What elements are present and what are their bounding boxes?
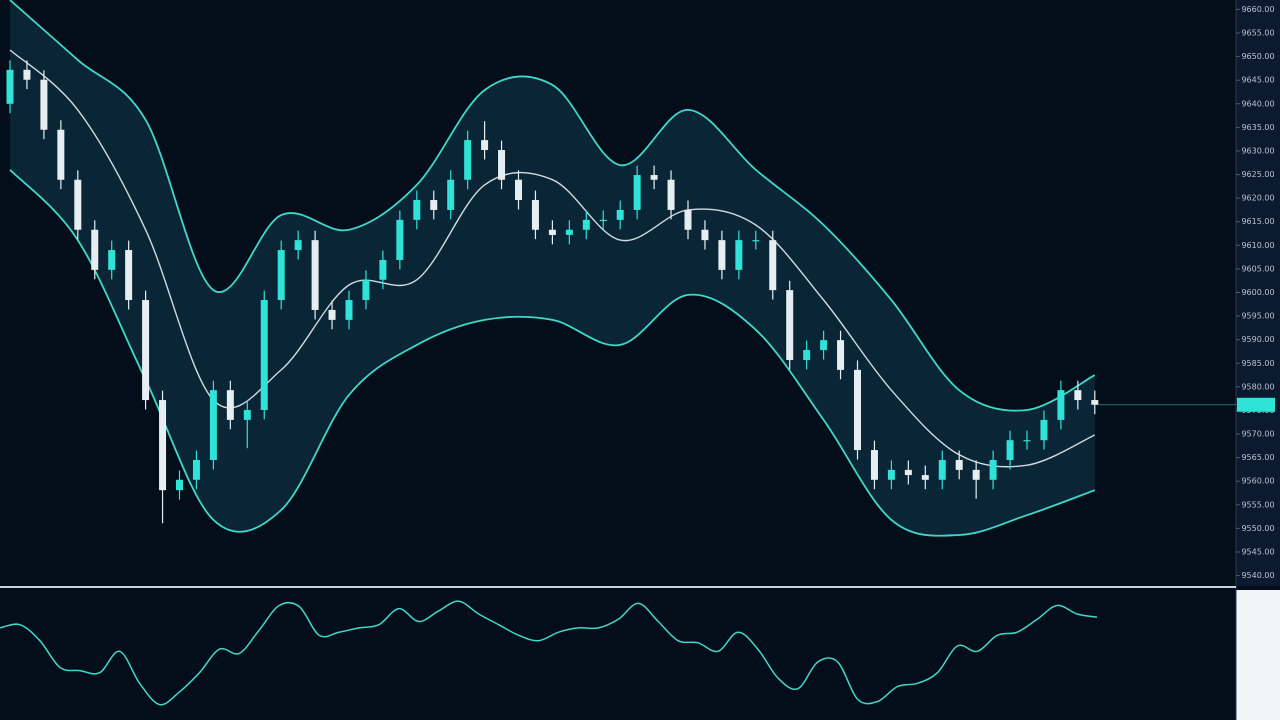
candle-body <box>735 240 743 270</box>
candle-body <box>108 250 116 270</box>
candle-body <box>921 475 929 480</box>
candle-body <box>413 200 421 220</box>
candle-body <box>548 229 556 235</box>
candle-body <box>209 390 217 460</box>
candle-body <box>972 469 980 480</box>
candle-body <box>565 229 573 235</box>
y-tick-label: 9645.00 <box>1241 76 1274 85</box>
candle-body <box>837 340 845 370</box>
price-axis-panel <box>1236 0 1280 586</box>
y-tick-label: 9570.00 <box>1241 430 1274 439</box>
candle-body <box>396 219 404 260</box>
candle-body <box>277 250 285 301</box>
candle-body <box>870 450 878 480</box>
candle-body <box>260 300 268 410</box>
y-tick-label: 9640.00 <box>1241 99 1274 108</box>
candle-body <box>820 340 828 351</box>
y-tick-label: 9550.00 <box>1241 524 1274 533</box>
candle-body <box>1091 400 1099 405</box>
y-tick-label: 9605.00 <box>1241 264 1274 273</box>
candle-body <box>345 300 353 320</box>
y-tick-label: 9620.00 <box>1241 194 1274 203</box>
candle-body <box>498 150 506 180</box>
candle-body <box>633 175 641 210</box>
candle-body <box>938 459 946 480</box>
candle-body <box>616 209 624 220</box>
y-tick-label: 9560.00 <box>1241 477 1274 486</box>
candle-body <box>6 69 14 104</box>
candle-body <box>362 279 370 301</box>
candle-body <box>294 240 302 251</box>
y-tick-label: 9630.00 <box>1241 146 1274 155</box>
candle-body <box>1023 440 1031 442</box>
candle-body <box>74 179 82 230</box>
candle-body <box>989 459 997 480</box>
candle-body <box>379 259 387 280</box>
y-tick-label: 9595.00 <box>1241 312 1274 321</box>
band-lower <box>9 169 1096 537</box>
candle-body <box>328 309 336 320</box>
candle-body <box>718 240 726 270</box>
candle-body <box>481 140 489 151</box>
y-tick-label: 9600.00 <box>1241 288 1274 297</box>
candle-body <box>786 290 794 360</box>
y-tick-label: 9545.00 <box>1241 547 1274 556</box>
y-tick-label: 9655.00 <box>1241 29 1274 38</box>
y-tick-label: 9565.00 <box>1241 453 1274 462</box>
candle-body <box>599 219 607 222</box>
candle-body <box>311 240 319 310</box>
y-tick-label: 9610.00 <box>1241 241 1274 250</box>
candle-body <box>887 469 895 480</box>
candle-body <box>1074 390 1082 401</box>
candle-body <box>769 240 777 291</box>
y-tick-label: 9615.00 <box>1241 217 1274 226</box>
candle-body <box>904 469 912 476</box>
candle-body <box>1040 419 1048 441</box>
candle-body <box>701 229 709 241</box>
candle-body <box>176 479 183 491</box>
plot-area <box>0 0 1236 706</box>
candle-body <box>243 409 251 420</box>
oscillator-line <box>0 600 1098 706</box>
candle-body <box>226 390 234 420</box>
candle-body <box>23 69 31 80</box>
y-tick-label: 9660.00 <box>1241 5 1274 14</box>
candle-body <box>650 175 658 180</box>
candle-body <box>125 250 133 301</box>
y-tick-label: 9590.00 <box>1241 335 1274 344</box>
candle-body <box>159 400 167 491</box>
candle-body <box>684 209 692 230</box>
y-tick-label: 9555.00 <box>1241 500 1274 509</box>
candle-body <box>447 179 455 210</box>
candle-body <box>1006 440 1014 460</box>
last-price-box <box>1237 397 1275 412</box>
candle-body <box>955 459 963 470</box>
candle-body <box>667 179 675 210</box>
oscillator-axis-panel <box>1236 590 1280 720</box>
y-tick-label: 9580.00 <box>1241 382 1274 391</box>
band-middle <box>9 49 1096 468</box>
y-tick-label: 9540.00 <box>1241 571 1274 580</box>
candle-body <box>531 200 539 230</box>
band-upper <box>9 0 1096 412</box>
y-tick-label: 9635.00 <box>1241 123 1274 132</box>
candle-body <box>430 200 438 210</box>
y-tick-label: 9650.00 <box>1241 52 1274 61</box>
candle-body <box>40 79 48 130</box>
candle-body <box>752 240 760 242</box>
candle-body <box>192 459 200 480</box>
candle-body <box>803 350 811 360</box>
band-fill <box>10 0 1095 536</box>
candle-body <box>57 129 65 180</box>
candle-body <box>582 219 590 230</box>
candle-body <box>854 369 861 451</box>
y-tick-label: 9625.00 <box>1241 170 1274 179</box>
y-tick-label: 9585.00 <box>1241 359 1274 368</box>
candle-body <box>464 140 472 180</box>
candle-body <box>91 229 99 270</box>
candle-body <box>515 179 522 201</box>
candle-body <box>1057 390 1065 420</box>
candle-body <box>142 300 150 401</box>
